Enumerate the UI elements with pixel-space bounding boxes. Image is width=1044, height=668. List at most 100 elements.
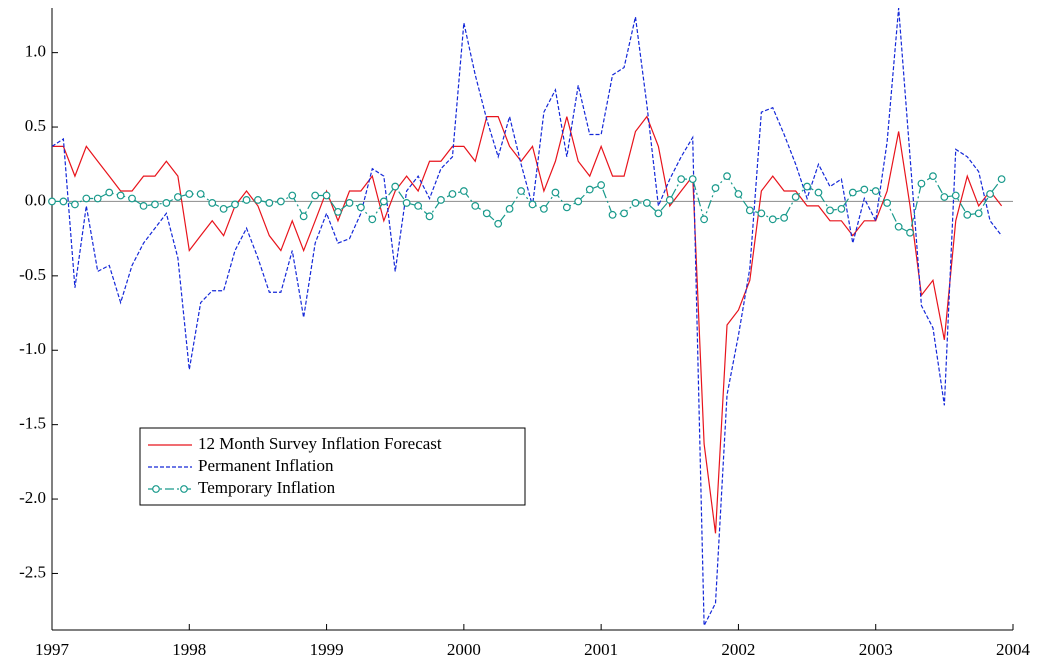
point-marker — [82, 194, 91, 203]
point-marker — [906, 228, 914, 237]
point-marker — [700, 215, 709, 224]
point-marker — [459, 187, 468, 195]
point-marker — [826, 206, 834, 215]
point-marker — [631, 199, 640, 207]
point-marker — [368, 215, 377, 224]
legend-marker — [152, 485, 160, 493]
point-marker — [997, 175, 1006, 184]
legend-label: 12 Month Survey Inflation Forecast — [198, 434, 442, 453]
point-marker — [48, 197, 56, 206]
point-marker — [883, 199, 892, 207]
point-marker — [597, 181, 606, 189]
point-marker — [860, 185, 869, 194]
point-marker — [803, 182, 811, 191]
point-marker — [379, 197, 388, 206]
point-marker — [757, 209, 766, 218]
point-marker — [448, 190, 457, 198]
point-marker — [71, 200, 79, 209]
legend-label: Temporary Inflation — [198, 478, 336, 497]
point-marker — [780, 213, 789, 222]
y-tick-label: -2.0 — [19, 488, 46, 507]
point-marker — [345, 199, 354, 207]
point-marker — [105, 188, 114, 197]
x-tick-label: 2001 — [584, 640, 618, 659]
y-tick-label: -2.5 — [19, 562, 46, 581]
y-tick-label: 1.0 — [25, 42, 46, 61]
point-marker — [917, 179, 926, 188]
point-marker — [791, 193, 800, 201]
legend-box — [139, 427, 526, 506]
point-marker — [128, 194, 136, 203]
point-marker — [528, 200, 537, 209]
point-marker — [322, 191, 331, 200]
point-marker — [185, 190, 194, 198]
point-marker — [620, 209, 628, 218]
point-marker — [562, 203, 571, 212]
y-tick-label: -0.5 — [19, 265, 46, 284]
y-tick-label: 0.0 — [25, 190, 46, 209]
point-marker — [677, 175, 686, 184]
point-marker — [276, 197, 285, 206]
x-tick-label: 1999 — [310, 640, 344, 659]
legend-marker — [180, 485, 188, 493]
series-line — [51, 7, 1003, 626]
point-marker — [93, 194, 102, 203]
point-marker — [665, 196, 674, 204]
point-marker — [723, 172, 731, 181]
point-marker — [745, 206, 754, 215]
point-marker — [551, 188, 560, 197]
point-marker — [356, 203, 365, 212]
series-line — [52, 115, 1003, 534]
point-marker — [391, 182, 400, 191]
legend: 12 Month Survey Inflation Forecast Perman… — [139, 427, 526, 506]
point-marker — [894, 222, 903, 231]
x-tick-label: 2002 — [721, 640, 755, 659]
point-marker — [139, 202, 148, 210]
point-marker — [574, 197, 583, 206]
point-marker — [688, 175, 697, 184]
point-marker — [482, 209, 491, 218]
point-marker — [608, 210, 617, 219]
point-marker — [837, 204, 846, 213]
point-marker — [414, 202, 423, 210]
point-marker — [505, 204, 514, 213]
y-tick-label: -1.0 — [19, 339, 46, 358]
point-marker — [494, 219, 503, 228]
point-marker — [219, 204, 228, 213]
point-marker — [848, 188, 857, 197]
x-tick-label: 1998 — [172, 640, 206, 659]
point-marker — [963, 210, 972, 219]
x-tick-label: 2003 — [859, 640, 893, 659]
point-marker — [539, 204, 548, 213]
point-marker — [311, 191, 320, 200]
point-marker — [208, 199, 217, 207]
series-line — [52, 175, 1003, 234]
point-marker — [402, 199, 411, 207]
point-marker — [242, 196, 251, 204]
point-marker — [711, 184, 720, 192]
point-marker — [288, 191, 297, 200]
point-marker — [642, 199, 651, 207]
point-marker — [231, 200, 239, 209]
point-marker — [173, 193, 182, 201]
point-marker — [871, 187, 880, 195]
point-marker — [814, 188, 823, 197]
point-marker — [151, 200, 159, 209]
y-tick-label: -1.5 — [19, 414, 46, 433]
x-tick-label: 2004 — [996, 640, 1031, 659]
x-tick-label: 2000 — [447, 640, 481, 659]
point-marker — [654, 209, 663, 218]
point-marker — [116, 191, 125, 200]
point-marker — [585, 185, 594, 194]
point-marker — [59, 197, 68, 206]
y-tick-label: 0.5 — [25, 116, 46, 135]
point-marker — [437, 196, 445, 204]
point-marker — [334, 207, 342, 216]
point-marker — [254, 196, 262, 204]
point-marker — [265, 199, 274, 207]
point-marker — [425, 212, 434, 221]
point-marker — [929, 172, 937, 181]
point-marker — [986, 190, 994, 198]
